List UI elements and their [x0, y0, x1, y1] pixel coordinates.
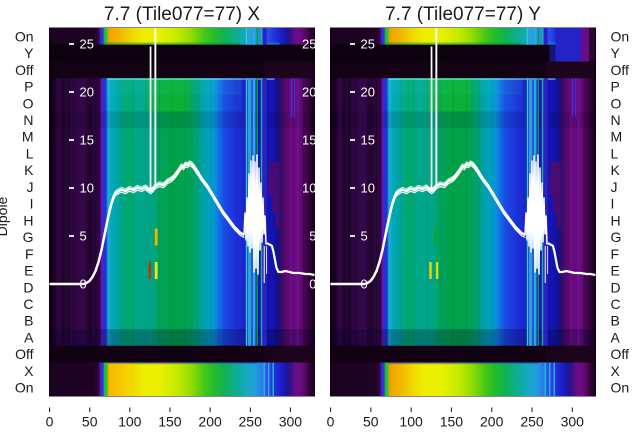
svg-text:5: 5 — [80, 228, 87, 243]
svg-text:B: B — [611, 313, 620, 329]
svg-text:G: G — [611, 229, 622, 245]
svg-text:200: 200 — [480, 414, 504, 430]
svg-text:On: On — [611, 380, 630, 396]
svg-text:N: N — [611, 112, 621, 128]
svg-text:B: B — [24, 313, 33, 329]
svg-text:50: 50 — [363, 414, 379, 430]
svg-text:100: 100 — [399, 414, 423, 430]
svg-text:L: L — [611, 146, 619, 162]
svg-text:25: 25 — [361, 36, 375, 51]
svg-text:P: P — [611, 79, 620, 95]
svg-text:I: I — [30, 196, 34, 212]
svg-text:J: J — [611, 179, 618, 195]
svg-text:E: E — [24, 263, 33, 279]
svg-text:50: 50 — [82, 414, 98, 430]
svg-text:A: A — [24, 330, 34, 346]
svg-text:M: M — [22, 129, 34, 145]
svg-text:150: 150 — [440, 414, 464, 430]
svg-text:0: 0 — [309, 276, 316, 291]
svg-text:D: D — [23, 279, 33, 295]
svg-text:20: 20 — [361, 84, 375, 99]
svg-text:100: 100 — [118, 414, 142, 430]
svg-text:K: K — [24, 162, 34, 178]
svg-text:P: P — [24, 79, 33, 95]
svg-text:J: J — [27, 179, 34, 195]
svg-text:0: 0 — [361, 276, 368, 291]
svg-text:0: 0 — [46, 414, 54, 430]
svg-text:Dipole: Dipole — [0, 196, 10, 236]
svg-text:7.7 (Tile077=77) Y: 7.7 (Tile077=77) Y — [385, 4, 541, 25]
svg-text:10: 10 — [80, 180, 94, 195]
svg-text:H: H — [611, 212, 621, 228]
svg-text:O: O — [23, 95, 34, 111]
svg-text:On: On — [611, 28, 630, 44]
svg-text:300: 300 — [279, 414, 303, 430]
svg-text:On: On — [15, 28, 34, 44]
svg-text:K: K — [611, 162, 621, 178]
svg-text:250: 250 — [520, 414, 544, 430]
svg-text:M: M — [611, 129, 623, 145]
svg-text:E: E — [611, 263, 620, 279]
svg-text:250: 250 — [239, 414, 263, 430]
svg-text:5: 5 — [309, 228, 316, 243]
svg-text:F: F — [611, 246, 620, 262]
svg-text:X: X — [24, 363, 34, 379]
svg-text:15: 15 — [302, 132, 316, 147]
svg-text:I: I — [611, 196, 615, 212]
svg-text:15: 15 — [361, 132, 375, 147]
svg-text:20: 20 — [302, 84, 316, 99]
svg-text:25: 25 — [302, 36, 316, 51]
svg-text:0: 0 — [80, 276, 87, 291]
svg-text:7.7 (Tile077=77) X: 7.7 (Tile077=77) X — [104, 4, 260, 25]
svg-text:5: 5 — [361, 228, 368, 243]
svg-text:300: 300 — [561, 414, 585, 430]
svg-text:20: 20 — [80, 84, 94, 99]
svg-text:N: N — [23, 112, 33, 128]
svg-text:X: X — [611, 363, 621, 379]
svg-text:150: 150 — [158, 414, 182, 430]
svg-text:10: 10 — [302, 180, 316, 195]
svg-text:A: A — [611, 330, 621, 346]
svg-text:Off: Off — [15, 346, 34, 362]
svg-text:G: G — [23, 229, 34, 245]
svg-text:Off: Off — [15, 62, 34, 78]
svg-text:Y: Y — [24, 45, 34, 61]
svg-text:C: C — [611, 296, 621, 312]
svg-text:F: F — [25, 246, 34, 262]
svg-text:On: On — [15, 380, 34, 396]
svg-text:Off: Off — [611, 62, 630, 78]
svg-text:L: L — [26, 146, 34, 162]
svg-text:10: 10 — [361, 180, 375, 195]
svg-text:200: 200 — [198, 414, 222, 430]
svg-text:O: O — [611, 95, 622, 111]
svg-text:D: D — [611, 279, 621, 295]
svg-text:Off: Off — [611, 346, 630, 362]
svg-text:0: 0 — [327, 414, 335, 430]
svg-text:C: C — [23, 296, 33, 312]
svg-text:25: 25 — [80, 36, 94, 51]
svg-text:H: H — [23, 212, 33, 228]
svg-text:Y: Y — [611, 45, 621, 61]
svg-text:15: 15 — [80, 132, 94, 147]
